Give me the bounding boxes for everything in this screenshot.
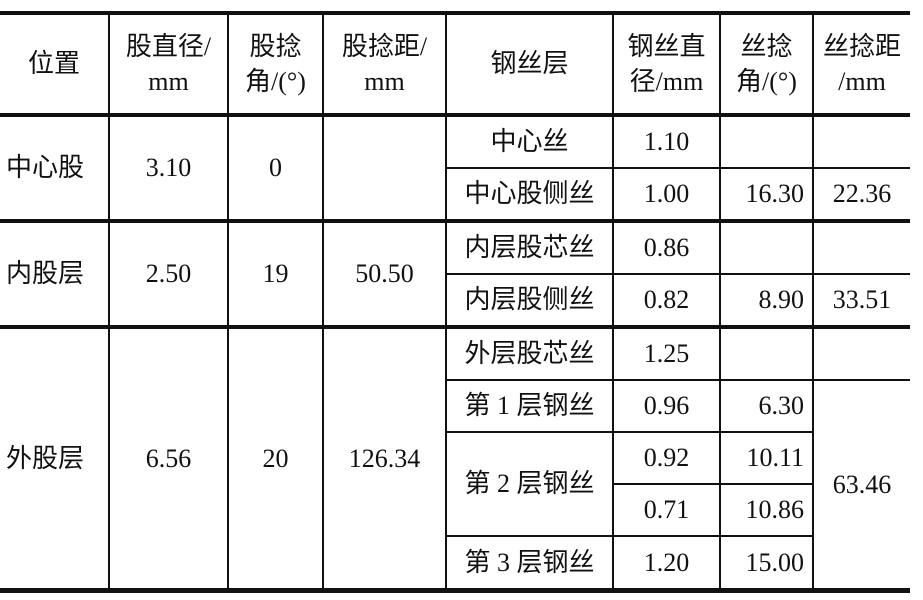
wire-diameter-cell: 0.86 — [612, 219, 721, 275]
header-text: 位置 — [27, 49, 80, 79]
table-row: 第 2 层钢丝 0.92 10.11 — [0, 431, 910, 537]
wire-layer-cell: 第 1 层钢丝 — [446, 379, 614, 433]
position-cell: 内股层 — [0, 219, 110, 328]
table-row: 第 3 层钢丝 1.20 15.00 — [0, 535, 910, 591]
wire-layer-cell: 第 3 层钢丝 — [446, 535, 614, 591]
wire-lay-angle-cell: 8.90 — [719, 273, 814, 328]
wire-diameter-cell: 0.92 — [612, 431, 721, 485]
header-text: 股捻 — [249, 31, 302, 61]
wire-layer-cell: 内层股芯丝 — [445, 219, 614, 275]
wire-lay-angle-cell — [719, 325, 814, 381]
strand-lay-length-cell — [322, 114, 447, 222]
wire-lay-length-cell — [812, 219, 910, 275]
wire-diameter-cell: 0.82 — [612, 273, 721, 328]
header-text: 丝捻 — [740, 31, 793, 61]
header-wire-lay-length: 丝捻距/mm — [812, 13, 910, 117]
position-cell: 外股层 — [0, 325, 110, 591]
wire-diameter-cell: 0.71 — [613, 483, 721, 537]
header-strand-lay-angle: 股捻角/(°) — [227, 13, 324, 117]
wire-lay-length-cell — [812, 325, 910, 381]
header-text: 股捻距/ — [341, 31, 428, 61]
table-row: 0.71 10.86 — [0, 483, 910, 537]
header-row: 位置 股直径/mm 股捻角/(°) 股捻距/mm 钢丝层 钢丝直径/mm 丝捻角… — [0, 13, 910, 117]
header-text: 角/(°) — [245, 67, 306, 96]
header-wire-layer: 钢丝层 — [445, 13, 614, 117]
header-text: 径/mm — [629, 67, 704, 96]
table-row: 中心股 3.10 0 中心丝 1.10 — [0, 114, 910, 222]
wire-diameter-cell: 1.00 — [612, 167, 721, 222]
header-text: mm — [148, 67, 189, 96]
header-text: /mm — [838, 67, 886, 96]
wire-lay-angle-cell: 15.00 — [719, 535, 813, 591]
wire-layer-cell: 中心股侧丝 — [446, 167, 614, 222]
position-cell: 中心股 — [0, 114, 110, 222]
strand-lay-angle-cell: 0 — [227, 114, 324, 222]
header-text: mm — [364, 67, 405, 96]
strand-diameter-cell: 3.10 — [108, 114, 229, 222]
parameter-table: 位置 股直径/mm 股捻角/(°) 股捻距/mm 钢丝层 钢丝直径/mm 丝捻角… — [0, 11, 910, 593]
wire-lay-length-cell: 22.36 — [812, 167, 910, 222]
wire-layer-cell: 中心丝 — [445, 114, 614, 169]
header-wire-diameter: 钢丝直径/mm — [612, 13, 721, 117]
wire-diameter-cell: 1.10 — [612, 114, 721, 169]
wire-lay-length-cell: 33.51 — [812, 273, 910, 328]
wire-lay-angle-cell: 10.11 — [719, 431, 813, 485]
strand-lay-length-cell: 50.50 — [322, 219, 447, 328]
wire-lay-length-cell — [812, 114, 910, 169]
wire-layer-cell: 第 2 层钢丝 — [446, 431, 614, 537]
table-row: 中心股侧丝 1.00 16.30 22.36 — [0, 167, 910, 222]
wire-layer-cell: 内层股侧丝 — [446, 273, 614, 328]
wire-lay-angle-cell: 6.30 — [719, 379, 814, 433]
table-row: 外股层 6.56 20 126.34 外层股芯丝 1.25 — [0, 325, 910, 591]
header-strand-diameter: 股直径/mm — [108, 13, 229, 117]
header-position: 位置 — [0, 13, 110, 117]
header-wire-lay-angle: 丝捻角/(°) — [719, 13, 814, 117]
wire-lay-length-cell: 63.46 — [812, 379, 910, 591]
wire-layer-cell: 外层股芯丝 — [445, 325, 614, 381]
wire-diameter-cell: 1.20 — [612, 535, 721, 591]
strand-lay-angle-cell: 20 — [227, 325, 324, 591]
wire-lay-angle-cell — [719, 114, 814, 169]
header-strand-lay-length: 股捻距/mm — [322, 13, 447, 117]
table-row: 内层股侧丝 0.82 8.90 33.51 — [0, 273, 910, 328]
wire-lay-angle-cell — [719, 219, 814, 275]
wire-lay-angle-cell: 16.30 — [719, 167, 814, 222]
header-text: 钢丝层 — [490, 49, 569, 79]
header-text: 钢丝直 — [627, 31, 706, 61]
header-text: 股直径/ — [125, 31, 212, 61]
strand-diameter-cell: 2.50 — [108, 219, 229, 328]
table-row: 内股层 2.50 19 50.50 内层股芯丝 0.86 — [0, 219, 910, 328]
header-text: 丝捻距 — [822, 31, 901, 61]
table-row: 第 1 层钢丝 0.96 6.30 63.46 — [0, 379, 910, 591]
strand-lay-angle-cell: 19 — [227, 219, 324, 328]
strand-diameter-cell: 6.56 — [108, 325, 229, 591]
header-text: 角/(°) — [736, 67, 797, 96]
wire-diameter-cell: 0.96 — [612, 379, 721, 433]
wire-lay-angle-cell: 10.86 — [719, 483, 813, 537]
strand-lay-length-cell: 126.34 — [322, 325, 447, 591]
wire-diameter-cell: 1.25 — [612, 325, 721, 381]
